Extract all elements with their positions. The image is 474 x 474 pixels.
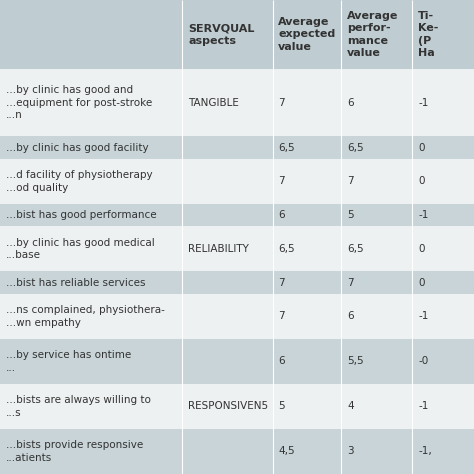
Text: 6: 6 (347, 98, 354, 108)
Text: -1: -1 (418, 401, 428, 411)
Bar (412, 0, 474, 69)
Text: RESPONSIVEN5: RESPONSIVEN5 (188, 401, 268, 411)
Text: 6: 6 (278, 356, 285, 366)
Text: 7: 7 (347, 278, 354, 288)
Text: 5: 5 (278, 401, 285, 411)
Text: 6: 6 (347, 311, 354, 321)
Text: 5: 5 (347, 210, 354, 220)
Text: 3: 3 (347, 447, 354, 456)
Text: ...by clinic has good and
...equipment for post-stroke
...n: ...by clinic has good and ...equipment f… (6, 85, 152, 120)
Text: ...bists are always willing to
...s: ...bists are always willing to ...s (6, 395, 151, 418)
Text: 0: 0 (418, 176, 425, 186)
Text: 0: 0 (418, 278, 425, 288)
Text: 6,5: 6,5 (347, 143, 364, 153)
Text: 7: 7 (278, 176, 285, 186)
Text: -1: -1 (418, 311, 428, 321)
Text: 7: 7 (278, 311, 285, 321)
Text: ...bist has reliable services: ...bist has reliable services (6, 278, 145, 288)
Bar (0, 384, 474, 429)
Text: 0: 0 (418, 244, 425, 254)
Bar (341, 0, 412, 69)
Bar (0, 294, 474, 339)
Text: ...by service has ontime
...: ...by service has ontime ... (6, 350, 131, 373)
Bar (0, 271, 474, 294)
Text: -1: -1 (418, 210, 428, 220)
Text: -1: -1 (418, 98, 428, 108)
Text: 6,5: 6,5 (278, 244, 295, 254)
Bar (0, 137, 474, 159)
Bar (0, 339, 474, 384)
Text: 0: 0 (418, 143, 425, 153)
Text: SERVQUAL
aspects: SERVQUAL aspects (188, 23, 255, 46)
Bar (0, 0, 182, 69)
Text: 6: 6 (278, 210, 285, 220)
Text: ...bists provide responsive
...atients: ...bists provide responsive ...atients (6, 440, 143, 463)
Text: RELIABILITY: RELIABILITY (188, 244, 249, 254)
Text: ...by clinic has good medical
...base: ...by clinic has good medical ...base (6, 237, 155, 260)
Text: ...ns complained, physiothera-
...wn empathy: ...ns complained, physiothera- ...wn emp… (6, 305, 164, 328)
Text: 5,5: 5,5 (347, 356, 364, 366)
Text: Average
expected
value: Average expected value (278, 17, 336, 52)
Bar (0, 204, 474, 227)
Text: -1,: -1, (418, 447, 432, 456)
Text: ...d facility of physiotherapy
...od quality: ...d facility of physiotherapy ...od qua… (6, 170, 152, 192)
Text: 6,5: 6,5 (347, 244, 364, 254)
Text: ...by clinic has good facility: ...by clinic has good facility (6, 143, 148, 153)
Bar (0, 227, 474, 271)
Text: ...bist has good performance: ...bist has good performance (6, 210, 156, 220)
Text: 7: 7 (347, 176, 354, 186)
Text: TANGIBLE: TANGIBLE (188, 98, 239, 108)
Bar (273, 0, 341, 69)
Text: Average
perfor-
mance
value: Average perfor- mance value (347, 11, 398, 58)
Text: -0: -0 (418, 356, 428, 366)
Text: 7: 7 (278, 278, 285, 288)
Text: 7: 7 (278, 98, 285, 108)
Bar (0, 159, 474, 204)
Text: 4: 4 (347, 401, 354, 411)
Text: 4,5: 4,5 (278, 447, 295, 456)
Text: 6,5: 6,5 (278, 143, 295, 153)
Bar (0, 429, 474, 474)
Bar (0, 69, 474, 137)
Bar (182, 0, 273, 69)
Text: Ti-
Ke-
(P
Ha: Ti- Ke- (P Ha (418, 11, 438, 58)
